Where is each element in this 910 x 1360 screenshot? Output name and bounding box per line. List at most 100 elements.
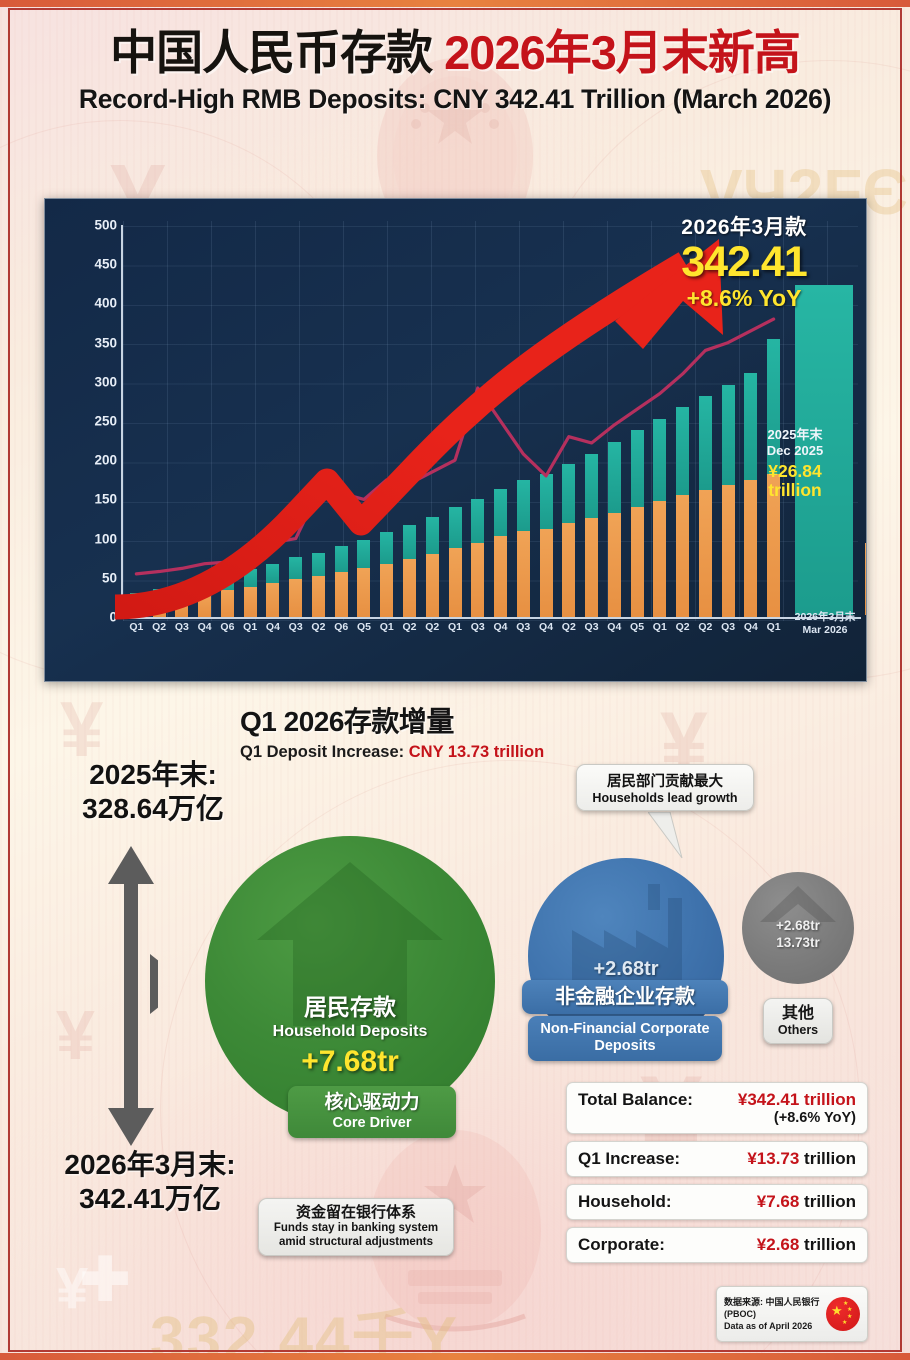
bar-segment-orange (357, 568, 371, 617)
corporate-value: +2.68tr (593, 958, 659, 980)
x-axis-tick: Q2 (311, 621, 326, 633)
bar-segment-orange (698, 490, 712, 617)
chart-bar (402, 525, 416, 617)
y-axis-tick: 300 (94, 374, 117, 390)
household-circle-text: 居民存款 Household Deposits +7.68tr (205, 988, 495, 1079)
y-axis: 0 50 100 150 200 250 300 350 400 450 500 (55, 199, 117, 681)
callout-total-value: 342.41 (681, 238, 808, 286)
x-axis-tick: Q3 (288, 621, 303, 633)
x-axis-tick: Q4 (265, 621, 280, 633)
x-axis-tick: Q1 (652, 621, 667, 633)
bar-segment-orange (334, 572, 348, 617)
chart-bar (539, 474, 553, 617)
chart-bar (425, 517, 439, 617)
bar-segment-teal (721, 384, 735, 486)
bubble-text-en: Households lead growth (592, 791, 738, 805)
source-text: 数据来源: 中国人民银行 (PBOC) Data as of April 202… (724, 1296, 822, 1332)
bar-segment-teal (357, 540, 371, 569)
bar-segment-orange (243, 587, 257, 617)
x-axis-tick: Q1 (766, 621, 781, 633)
big-bar-label-dec2025: 2025年末 (857, 624, 866, 637)
funds-note-cn: 资金留在银行体系 (295, 1204, 416, 1221)
bar-segment-teal (630, 430, 644, 508)
bar-dec-2025 (865, 543, 866, 615)
dec-label-cn: 2025年末 (767, 427, 823, 442)
q1-heading-en: Q1 Deposit Increase: CNY 13.73 trillion (240, 743, 710, 762)
y-axis-tick: 200 (94, 452, 117, 468)
factory-icon (572, 884, 682, 984)
x-axis-tick: Q4 (607, 621, 622, 633)
bar-segment-orange (266, 583, 280, 617)
stat-value: ¥2.68 trillion (757, 1235, 856, 1255)
callout-period-cn: 2026年3月款 (681, 216, 807, 239)
x-axis-tick: Q5 (630, 621, 645, 633)
red-growth-arrow (114, 239, 723, 620)
stat-value-unit: trillion (799, 1235, 856, 1254)
q1-heading-cn: Q1 2026存款增量 (240, 706, 454, 737)
chart-bar (289, 557, 303, 617)
x-axis-tick: Q4 (493, 621, 508, 633)
x-axis-tick: Q4 (539, 621, 554, 633)
chart-bar (607, 442, 621, 617)
stat-label: Q1 Increase: (578, 1149, 681, 1168)
q1-increase-heading: Q1 2026存款增量 Q1 Deposit Increase: CNY 13.… (240, 700, 710, 762)
bar-segment-orange (539, 529, 553, 617)
chart-bar (448, 507, 462, 617)
y-axis-tick: 150 (94, 491, 117, 507)
dec-value-num: ¥26.84 (768, 461, 822, 482)
x-axis-line (121, 617, 861, 619)
household-label-cn: 居民存款 (304, 994, 396, 1020)
x-axis-tick: Q6 (334, 621, 349, 633)
source-line2: (PBOC) (724, 1308, 756, 1319)
x-axis-tick: Q1 (379, 621, 394, 633)
left-bottom-line1: 2026年3月末: (64, 1149, 236, 1180)
bar-segment-teal (539, 474, 553, 530)
bar-segment-teal (744, 373, 758, 480)
funds-note-en-2: amid structural adjustments (278, 1235, 433, 1248)
dec-value: ¥26.84 trillion (742, 462, 848, 501)
stat-value-unit: trillion (799, 1192, 856, 1211)
chart-bar (744, 373, 758, 617)
bar-segment-teal (289, 557, 303, 580)
bar-segment-orange (402, 558, 416, 617)
bar-segment-orange (471, 542, 485, 617)
bottom-edge-band (0, 1353, 910, 1360)
corporate-label-en: Non-Financial Corporate Deposits (540, 1021, 710, 1055)
y-axis-tick: 0 (109, 609, 117, 625)
table-row: Q1 Increase: ¥13.73 trillion (566, 1141, 868, 1177)
bar-segment-teal (494, 489, 508, 537)
corporate-label-en-pill: Non-Financial Corporate Deposits (528, 1016, 722, 1061)
chart-bar (585, 453, 599, 617)
source-line3: Data as of April 2026 (724, 1321, 813, 1332)
chart-bar (698, 395, 712, 617)
callout-yoy: +8.6% YoY (686, 284, 802, 311)
bar-mar-2026 (795, 285, 853, 615)
chart-bar (334, 546, 348, 617)
x-axis-tick: Q2 (561, 621, 576, 633)
funds-note-en-1: Funds stay in banking system (273, 1222, 439, 1234)
q1-heading-en-prefix: Q1 Deposit Increase: (240, 743, 409, 761)
bar-segment-teal (698, 395, 712, 490)
chart-bar (471, 498, 485, 617)
bar-segment-teal (607, 442, 621, 513)
x-axis-tick: Q2 (402, 621, 417, 633)
dec-label-en: Dec 2025 (766, 442, 824, 458)
y-axis-tick: 450 (94, 256, 117, 272)
stat-label: Household: (578, 1192, 672, 1211)
bar-segment-orange (676, 494, 690, 617)
vertical-growth-arrow (108, 846, 158, 1146)
chart-bar (653, 419, 667, 617)
y-axis-tick: 400 (94, 295, 117, 311)
y-axis-tick: 250 (94, 413, 117, 429)
bar-segment-orange (630, 507, 644, 617)
big-bar-label-mar2026: 2026年3月末 Mar 2026 (787, 611, 863, 637)
dec-value-unit: trillion (768, 480, 822, 501)
main-title-cn-red: 2026年3月末新高 (444, 26, 801, 79)
summary-stats-table: Total Balance: ¥342.41 trillion (+8.6% Y… (566, 1082, 868, 1270)
left-top-line2: 328.64万亿 (82, 792, 224, 824)
bar-segment-teal (380, 532, 394, 564)
stat-value: ¥7.68 trillion (757, 1192, 856, 1212)
core-driver-en: Core Driver (332, 1114, 412, 1131)
bar-segment-teal (334, 546, 348, 573)
others-label-pill: 其他 Others (763, 998, 833, 1045)
